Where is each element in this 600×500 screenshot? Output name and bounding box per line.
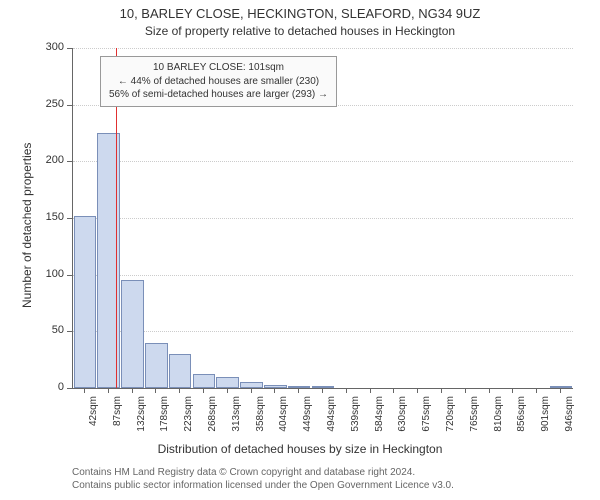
y-tick <box>67 275 72 276</box>
x-tick <box>132 388 133 393</box>
x-tick-label: 358sqm <box>255 396 266 444</box>
x-tick <box>465 388 466 393</box>
y-tick-label: 100 <box>36 268 64 280</box>
x-tick-label: 630sqm <box>397 396 408 444</box>
y-tick-label: 250 <box>36 98 64 110</box>
x-tick-label: 584sqm <box>374 396 385 444</box>
x-tick-label: 765sqm <box>469 396 480 444</box>
y-tick <box>67 218 72 219</box>
x-tick-label: 720sqm <box>445 396 456 444</box>
x-tick-label: 268sqm <box>207 396 218 444</box>
histogram-bar <box>145 343 168 388</box>
grid-line <box>73 331 573 332</box>
x-tick-label: 178sqm <box>159 396 170 444</box>
x-tick <box>560 388 561 393</box>
y-tick-label: 0 <box>36 381 64 393</box>
histogram-bar <box>169 354 192 388</box>
x-tick-label: 87sqm <box>112 396 123 444</box>
y-tick <box>67 105 72 106</box>
footer-line-2: Contains public sector information licen… <box>72 479 454 492</box>
x-tick <box>298 388 299 393</box>
chart-container: 10, BARLEY CLOSE, HECKINGTON, SLEAFORD, … <box>0 0 600 500</box>
chart-title: 10, BARLEY CLOSE, HECKINGTON, SLEAFORD, … <box>0 6 600 21</box>
x-tick <box>393 388 394 393</box>
x-tick-label: 132sqm <box>136 396 147 444</box>
y-tick <box>67 331 72 332</box>
x-axis-label: Distribution of detached houses by size … <box>0 442 600 456</box>
x-tick-label: 449sqm <box>302 396 313 444</box>
y-tick-label: 150 <box>36 211 64 223</box>
y-tick <box>67 388 72 389</box>
grid-line <box>73 161 573 162</box>
x-tick <box>370 388 371 393</box>
chart-subtitle: Size of property relative to detached ho… <box>0 24 600 38</box>
x-tick <box>322 388 323 393</box>
x-tick <box>155 388 156 393</box>
x-tick <box>512 388 513 393</box>
x-tick-label: 675sqm <box>421 396 432 444</box>
grid-line <box>73 48 573 49</box>
histogram-bar <box>121 280 144 388</box>
y-axis-label: Number of detached properties <box>20 143 34 308</box>
x-tick-label: 539sqm <box>350 396 361 444</box>
grid-line <box>73 275 573 276</box>
info-line-3: 56% of semi-detached houses are larger (… <box>109 88 328 102</box>
info-line-2: ← 44% of detached houses are smaller (23… <box>109 75 328 89</box>
grid-line <box>73 218 573 219</box>
x-tick-label: 42sqm <box>88 396 99 444</box>
footer-line-1: Contains HM Land Registry data © Crown c… <box>72 466 454 479</box>
x-tick <box>108 388 109 393</box>
x-tick-label: 810sqm <box>493 396 504 444</box>
x-tick <box>536 388 537 393</box>
x-tick <box>274 388 275 393</box>
y-tick-label: 300 <box>36 41 64 53</box>
histogram-bar <box>74 216 97 388</box>
x-tick-label: 494sqm <box>326 396 337 444</box>
x-tick-label: 404sqm <box>278 396 289 444</box>
info-line-1: 10 BARLEY CLOSE: 101sqm <box>109 61 328 75</box>
histogram-bar <box>216 377 239 388</box>
x-tick <box>227 388 228 393</box>
x-tick <box>417 388 418 393</box>
x-tick <box>84 388 85 393</box>
x-tick-label: 856sqm <box>516 396 527 444</box>
x-tick <box>441 388 442 393</box>
x-tick-label: 901sqm <box>540 396 551 444</box>
x-tick-label: 223sqm <box>183 396 194 444</box>
info-box: 10 BARLEY CLOSE: 101sqm ← 44% of detache… <box>100 56 337 107</box>
x-tick <box>489 388 490 393</box>
footer: Contains HM Land Registry data © Crown c… <box>72 466 454 492</box>
x-tick <box>346 388 347 393</box>
y-tick <box>67 161 72 162</box>
y-tick <box>67 48 72 49</box>
x-tick-label: 946sqm <box>564 396 575 444</box>
x-tick <box>203 388 204 393</box>
x-tick <box>179 388 180 393</box>
y-tick-label: 50 <box>36 324 64 336</box>
x-tick-label: 313sqm <box>231 396 242 444</box>
histogram-bar <box>193 374 216 388</box>
x-tick <box>251 388 252 393</box>
y-tick-label: 200 <box>36 154 64 166</box>
